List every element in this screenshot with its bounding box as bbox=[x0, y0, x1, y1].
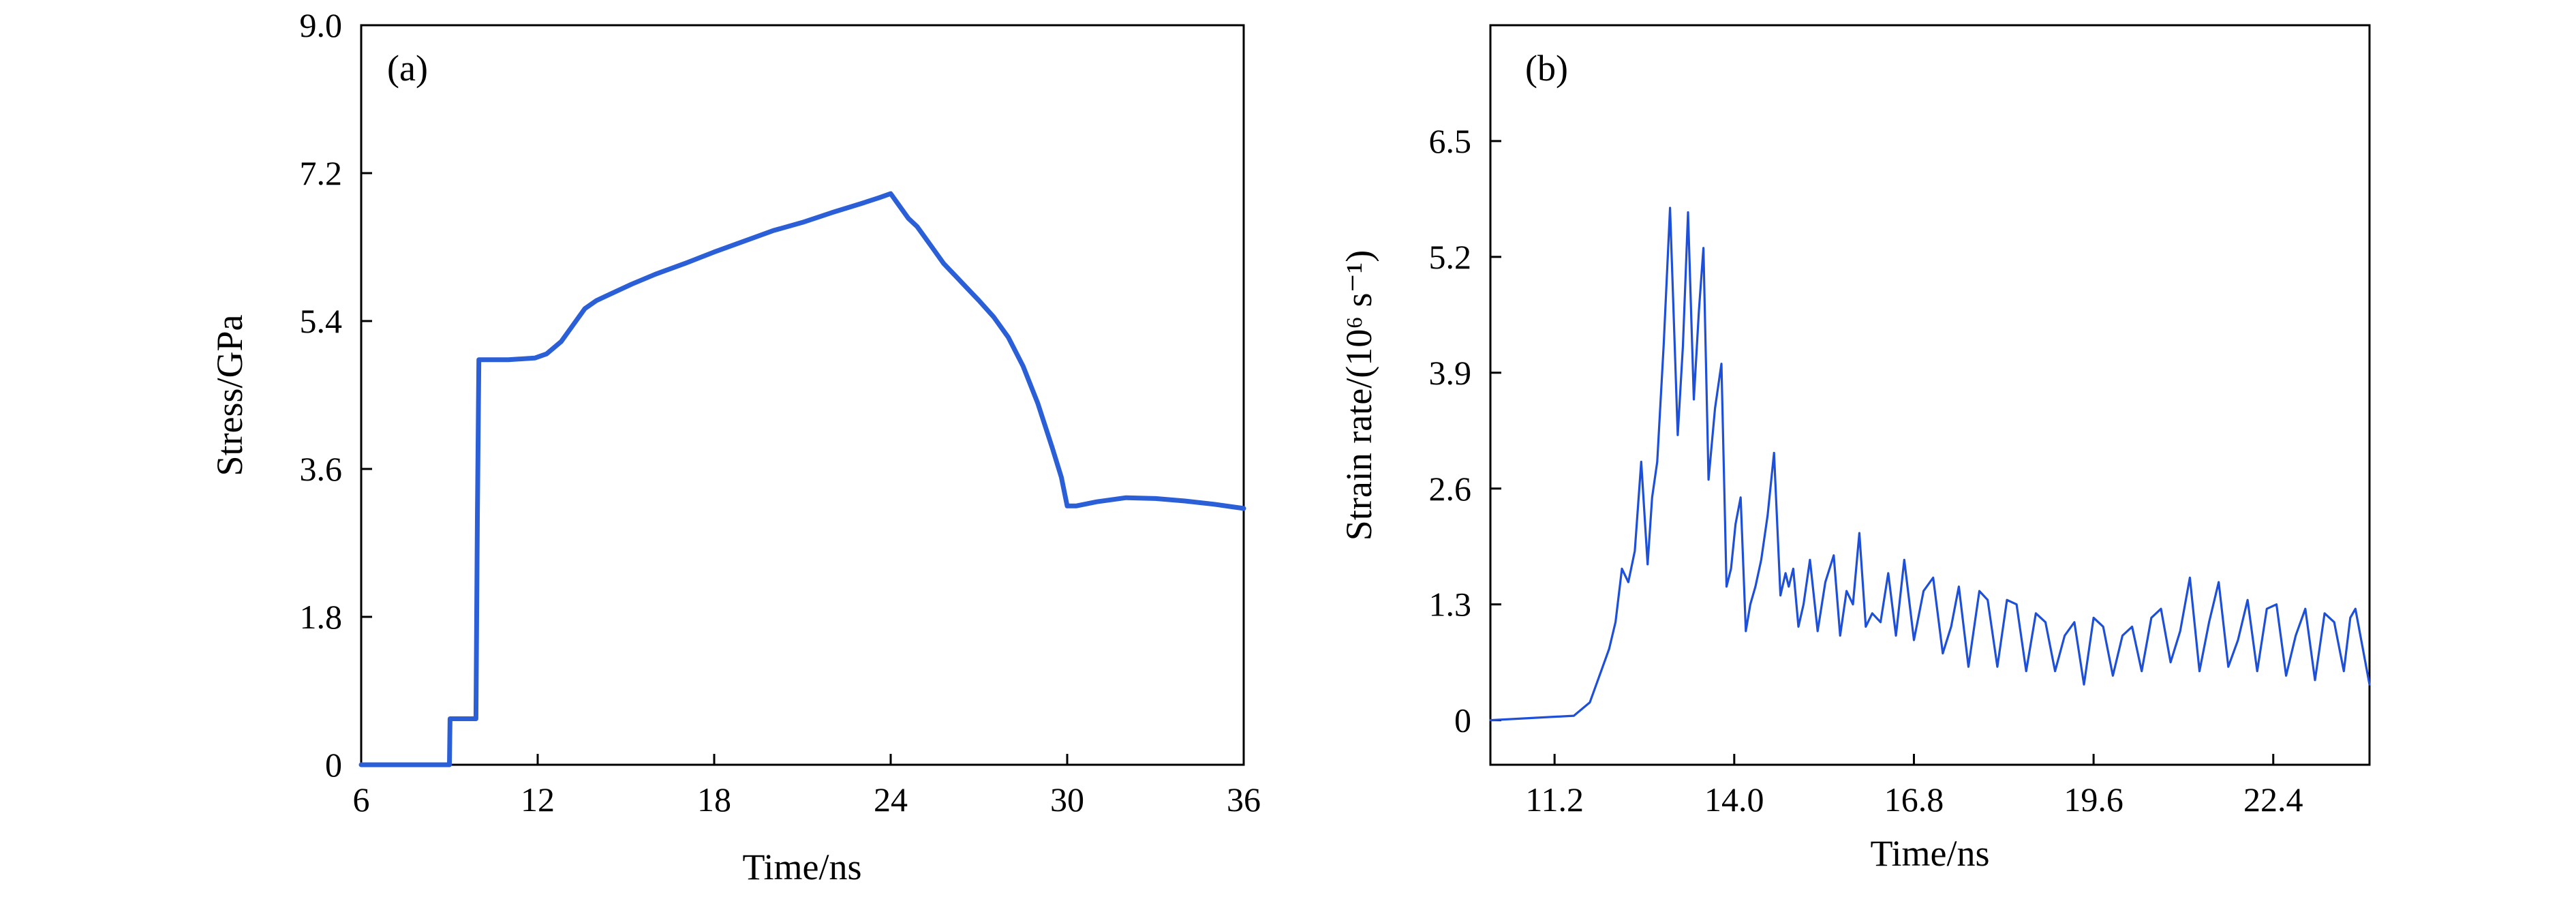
panel-b-x-tick-label: 22.4 bbox=[2243, 780, 2303, 819]
panel-a-x-tick-label: 36 bbox=[1227, 780, 1261, 819]
panel-b-x-axis-title: Time/ns bbox=[1870, 833, 1989, 874]
panel-a-plot-frame bbox=[360, 24, 1245, 766]
panel-b-y-tick-label: 6.5 bbox=[1429, 122, 1472, 160]
panel-b-y-tick-label: 1.3 bbox=[1429, 586, 1472, 624]
panel-b-y-tick-label: 0 bbox=[1454, 701, 1471, 740]
panel-b-x-tick-label: 19.6 bbox=[2064, 780, 2123, 819]
panel-a-y-tick-label: 9.0 bbox=[300, 6, 343, 44]
panel-a-y-tick-label: 7.2 bbox=[300, 154, 343, 192]
panel-a-y-tick-label: 0 bbox=[325, 746, 342, 784]
panel-b-label: (b) bbox=[1525, 48, 1568, 89]
panel-a-x-tick-label: 12 bbox=[521, 780, 555, 819]
panel-b-ticks: 11.2 14.0 16.8 19.6 22.4 0 1.3 2.6 3.9 5.2 6.5 bbox=[1429, 122, 2303, 819]
panel-b-plot-frame bbox=[1489, 24, 2371, 766]
panel-b-y-tick-label: 5.2 bbox=[1429, 238, 1472, 276]
panel-a-y-axis-title: Stress/GPa bbox=[209, 314, 250, 476]
panel-b-y-tick-label: 3.9 bbox=[1429, 354, 1472, 392]
panel-b-y-tick-label: 2.6 bbox=[1429, 470, 1472, 508]
panel-a-x-axis-title: Time/ns bbox=[742, 847, 861, 887]
panel-b-x-tick-label: 16.8 bbox=[1884, 780, 1944, 819]
panel-a-label: (a) bbox=[387, 48, 428, 89]
panel-a-y-tick-label: 5.4 bbox=[300, 302, 343, 340]
panel-b-x-tick-label: 11.2 bbox=[1525, 780, 1584, 819]
panel-b: 11.2 14.0 16.8 19.6 22.4 0 1.3 2.6 3.9 5.2 6.5 (b)… bbox=[1338, 24, 2371, 874]
panel-b-series-line bbox=[1489, 207, 2371, 722]
panel-a-x-tick-label: 18 bbox=[697, 780, 731, 819]
panel-a-ticks: 6 12 18 24 30 36 0 1.8 3.6 5.4 7.2 9.0 bbox=[300, 6, 1261, 819]
panel-b-y-axis-title: Strain rate/(10⁶ s⁻¹) bbox=[1338, 250, 1379, 541]
panel-a-x-tick-label: 30 bbox=[1050, 780, 1084, 819]
panel-a-series-line bbox=[358, 191, 1246, 767]
panel-a-x-tick-label: 6 bbox=[353, 780, 370, 819]
panel-a-y-tick-label: 3.6 bbox=[300, 450, 343, 488]
panel-b-x-tick-label: 14.0 bbox=[1704, 780, 1764, 819]
panel-a-x-tick-label: 24 bbox=[874, 780, 908, 819]
panel-a-y-tick-label: 1.8 bbox=[300, 598, 343, 636]
